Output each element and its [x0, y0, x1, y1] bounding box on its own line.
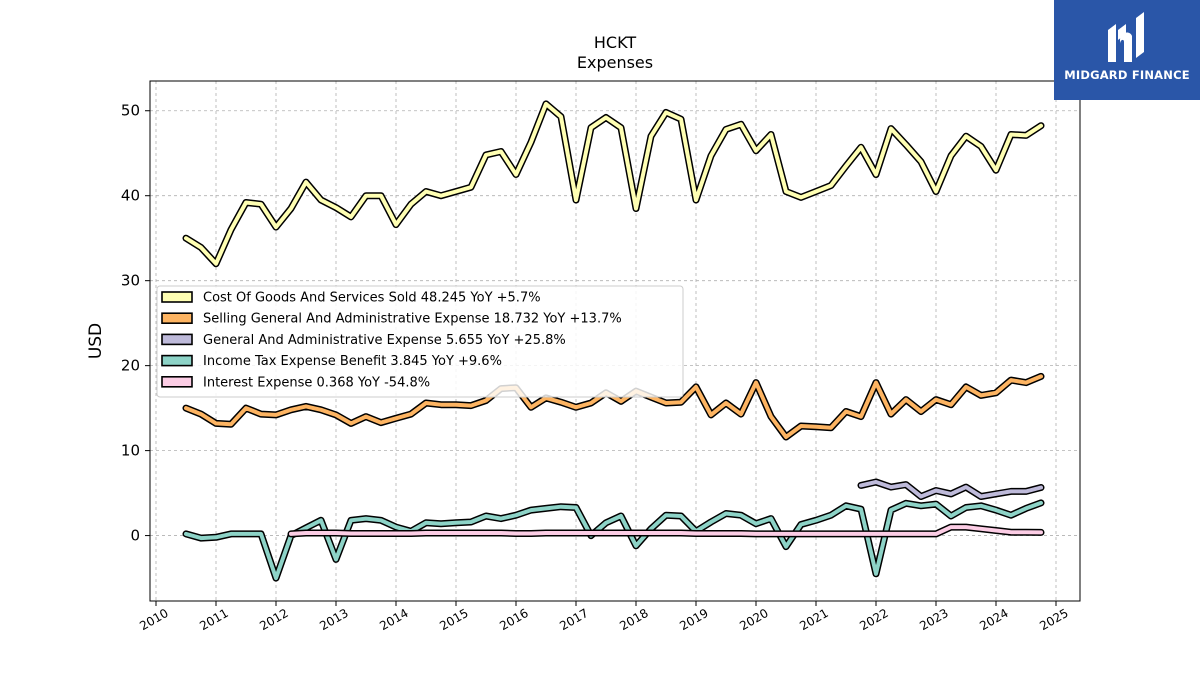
y-axis-label: USD — [86, 323, 106, 359]
series-cost-of-goods-and-services-sold — [182, 100, 1045, 268]
series-layer — [182, 100, 1045, 582]
series-line — [859, 480, 1043, 499]
y-tick-label: 10 — [121, 442, 140, 460]
x-tick-label: 2014 — [377, 606, 410, 633]
x-tick-label: 2016 — [497, 606, 530, 633]
x-tick-label: 2023 — [917, 606, 950, 633]
series-income-tax-expense-benefit — [182, 499, 1045, 582]
legend-box — [156, 285, 684, 398]
series-interest-expense — [287, 523, 1045, 538]
x-tick-label: 2011 — [197, 606, 230, 633]
x-tick-label: 2025 — [1037, 606, 1070, 633]
plot-frame — [149, 80, 1081, 602]
x-tick-label: 2013 — [317, 606, 350, 633]
legend-entry: Income Tax Expense Benefit 3.845 YoY +9.… — [203, 354, 502, 369]
x-tick-label: 2024 — [977, 606, 1010, 633]
y-tick-label: 50 — [121, 102, 140, 120]
series-outline — [182, 499, 1045, 582]
x-tick-label: 2010 — [137, 606, 170, 633]
legend-entry: Interest Expense 0.368 YoY -54.8% — [203, 375, 430, 390]
y-tick-label: 30 — [121, 272, 140, 290]
chart-legend: Cost Of Goods And Services Sold 48.245 Y… — [156, 285, 684, 398]
brand-logo: MIDGARD FINANCE — [1054, 0, 1200, 100]
logo-mark-icon — [1108, 12, 1144, 62]
x-tick-label: 2019 — [677, 606, 710, 633]
legend-swatch — [161, 354, 193, 367]
legend-swatch — [161, 375, 193, 388]
x-tick-label: 2012 — [257, 606, 290, 633]
chart-title: HCKT — [594, 33, 636, 52]
legend-entry: Cost Of Goods And Services Sold 48.245 Y… — [203, 291, 541, 306]
legend-swatch — [161, 333, 193, 346]
legend-swatch — [161, 312, 193, 325]
series-outline — [182, 100, 1045, 268]
series-general-and-administrative-expense — [857, 478, 1045, 500]
x-tick-label: 2017 — [557, 606, 590, 633]
legend-swatch — [161, 291, 193, 303]
x-tick-label: 2022 — [857, 606, 890, 633]
x-tick-label: 2020 — [737, 606, 770, 633]
chart-subtitle: Expenses — [577, 53, 653, 72]
logo-text: MIDGARD FINANCE — [1064, 68, 1190, 82]
legend-entry: Selling General And Administrative Expen… — [203, 312, 622, 327]
x-tick-label: 2018 — [617, 606, 650, 633]
y-tick-label: 0 — [130, 527, 140, 545]
x-tick-label: 2021 — [797, 606, 830, 633]
series-line — [184, 101, 1043, 266]
x-tick-label: 2015 — [437, 606, 470, 633]
y-tick-label: 20 — [121, 357, 140, 375]
series-line — [184, 500, 1043, 581]
legend-entry: General And Administrative Expense 5.655… — [203, 333, 566, 348]
series-line — [289, 525, 1043, 536]
y-tick-label: 40 — [121, 187, 140, 205]
